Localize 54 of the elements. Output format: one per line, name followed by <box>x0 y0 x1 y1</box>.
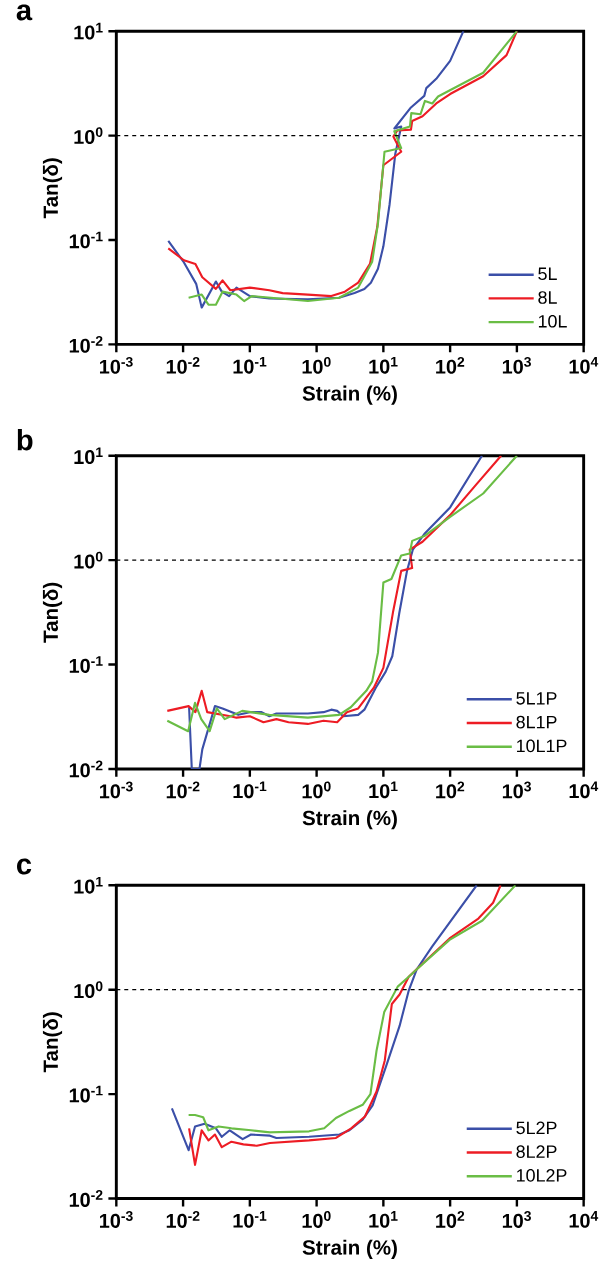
x-tick-label: 10$^{1}$ <box>369 356 398 374</box>
y-tick-label: 10$^{-2}$ <box>70 335 103 353</box>
x-tick-label: 10$^{3}$ <box>503 356 532 374</box>
y-axis-title: Tan(δ) <box>43 582 63 643</box>
y-tick-label: 10$^{0}$ <box>74 127 103 144</box>
legend-label: 10L <box>539 314 568 328</box>
x-tick-label: 10$^{0}$ <box>302 1211 331 1228</box>
x-tick-label: 10$^{0}$ <box>302 781 331 799</box>
x-tick-label: 10$^{4}$ <box>569 356 599 374</box>
x-tick-label: 10$^{-1}$ <box>233 781 267 799</box>
x-tick-label: 10$^{-3}$ <box>100 356 133 374</box>
x-tick-label: 10$^{1}$ <box>369 1211 398 1228</box>
legend-label: 10L2P <box>517 1169 567 1182</box>
x-tick-label: 10$^{-1}$ <box>233 356 267 374</box>
y-tick-label: 10$^{-1}$ <box>70 1085 103 1103</box>
x-tick-label: 10$^{2}$ <box>436 781 465 799</box>
y-axis-title: Tan(δ) <box>43 1012 63 1073</box>
y-tick-label: 10$^{0}$ <box>74 551 103 569</box>
x-axis-title: Strain (%) <box>302 1239 398 1259</box>
y-tick-label: 10$^{-1}$ <box>70 656 103 673</box>
chart-title: a <box>16 4 33 21</box>
x-tick-label: 10$^{2}$ <box>436 1211 465 1228</box>
y-tick-label: 10$^{1}$ <box>74 876 103 894</box>
x-tick-label: 10$^{3}$ <box>503 1211 532 1228</box>
x-tick-label: 10$^{-2}$ <box>166 1211 200 1228</box>
x-tick-label: 10$^{2}$ <box>436 356 465 374</box>
y-tick-label: 10$^{-2}$ <box>70 760 103 778</box>
x-tick-label: 10$^{4}$ <box>569 1211 599 1228</box>
x-tick-label: 10$^{-1}$ <box>233 1211 267 1228</box>
legend-label: 8L1P <box>516 715 557 729</box>
x-axis-title: Strain (%) <box>302 385 398 405</box>
legend-label: 5L <box>538 267 558 281</box>
y-tick-label: 10$^{-1}$ <box>70 231 103 249</box>
x-tick-label: 10$^{-2}$ <box>166 781 200 799</box>
y-tick-label: 10$^{0}$ <box>74 981 103 999</box>
x-tick-label: 10$^{-2}$ <box>166 356 200 374</box>
legend-label: 5L1P <box>516 692 557 705</box>
x-tick-label: 10$^{0}$ <box>302 356 331 374</box>
x-tick-label: 10$^{1}$ <box>369 781 398 799</box>
legend-label: 10L1P <box>517 739 567 753</box>
x-tick-label: 10$^{-3}$ <box>100 1211 133 1228</box>
legend-label: 8L <box>538 291 558 304</box>
x-tick-label: 10$^{3}$ <box>503 781 532 799</box>
y-axis-title: Tan(δ) <box>43 158 63 219</box>
y-tick-label: 10$^{1}$ <box>74 22 103 40</box>
y-tick-label: 10$^{-2}$ <box>70 1190 103 1207</box>
x-axis-title: Strain (%) <box>302 810 398 830</box>
legend-label: 8L2P <box>516 1145 557 1158</box>
legend-label: 5L2P <box>516 1121 557 1135</box>
chart-title: b <box>18 428 33 451</box>
y-tick-label: 10$^{1}$ <box>74 447 103 465</box>
chart-title: c <box>17 858 32 875</box>
x-tick-label: 10$^{4}$ <box>569 781 599 799</box>
x-tick-label: 10$^{-3}$ <box>100 781 133 799</box>
